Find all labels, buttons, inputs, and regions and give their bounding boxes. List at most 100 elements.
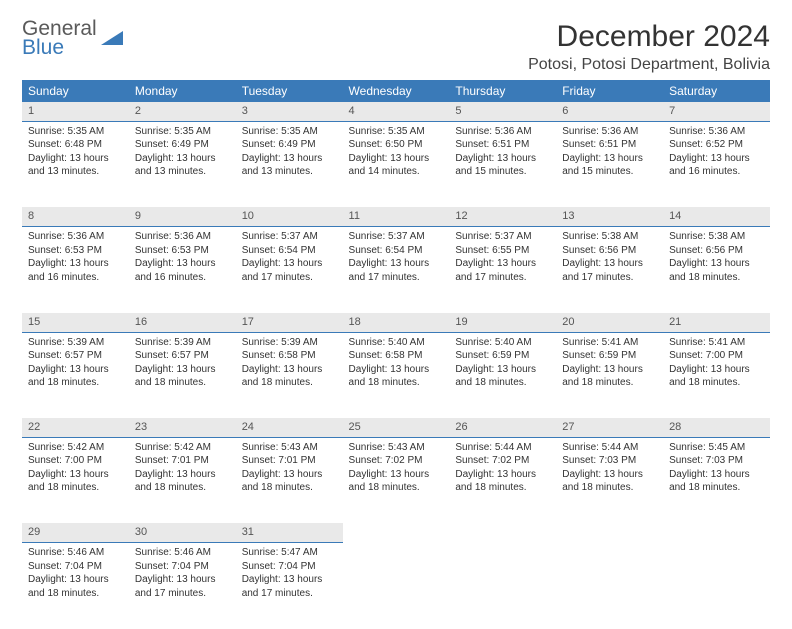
sunrise-text: Sunrise: 5:41 AM [669, 336, 764, 350]
sunrise-text: Sunrise: 5:47 AM [242, 546, 337, 560]
day-header: Monday [129, 80, 236, 102]
daylight-text: Daylight: 13 hours [28, 152, 123, 166]
daylight-text: Daylight: 13 hours [349, 468, 444, 482]
daylight-text: and 16 minutes. [669, 165, 764, 179]
day-number: 6 [556, 102, 663, 121]
daylight-text: and 18 minutes. [242, 376, 337, 390]
daylight-text: Daylight: 13 hours [455, 468, 550, 482]
sunset-text: Sunset: 7:03 PM [669, 454, 764, 468]
day-cell: Sunrise: 5:40 AMSunset: 6:59 PMDaylight:… [449, 332, 556, 418]
day-cell: Sunrise: 5:35 AMSunset: 6:49 PMDaylight:… [236, 121, 343, 207]
day-cell: Sunrise: 5:38 AMSunset: 6:56 PMDaylight:… [556, 227, 663, 313]
daylight-text: Daylight: 13 hours [135, 257, 230, 271]
sunrise-text: Sunrise: 5:35 AM [242, 125, 337, 139]
logo: General Blue [22, 20, 123, 58]
day-cell: Sunrise: 5:36 AMSunset: 6:51 PMDaylight:… [449, 121, 556, 207]
sunrise-text: Sunrise: 5:45 AM [669, 441, 764, 455]
sunrise-text: Sunrise: 5:36 AM [28, 230, 123, 244]
day-number [343, 523, 450, 542]
daylight-text: Daylight: 13 hours [669, 152, 764, 166]
day-number: 13 [556, 207, 663, 226]
day-number: 7 [663, 102, 770, 121]
sunset-text: Sunset: 7:01 PM [135, 454, 230, 468]
day-number: 18 [343, 313, 450, 332]
daylight-text: Daylight: 13 hours [242, 363, 337, 377]
day-cell: Sunrise: 5:44 AMSunset: 7:02 PMDaylight:… [449, 437, 556, 523]
sunrise-text: Sunrise: 5:38 AM [562, 230, 657, 244]
daylight-text: Daylight: 13 hours [135, 573, 230, 587]
day-number-row: 293031 [22, 523, 770, 542]
daylight-text: Daylight: 13 hours [28, 257, 123, 271]
day-number: 12 [449, 207, 556, 226]
day-number: 23 [129, 418, 236, 437]
day-cell: Sunrise: 5:47 AMSunset: 7:04 PMDaylight:… [236, 543, 343, 629]
sunset-text: Sunset: 7:03 PM [562, 454, 657, 468]
daylight-text: and 13 minutes. [28, 165, 123, 179]
sunset-text: Sunset: 6:56 PM [562, 244, 657, 258]
daylight-text: and 14 minutes. [349, 165, 444, 179]
daylight-text: Daylight: 13 hours [349, 152, 444, 166]
daylight-text: and 13 minutes. [135, 165, 230, 179]
daylight-text: Daylight: 13 hours [28, 468, 123, 482]
sunset-text: Sunset: 7:01 PM [242, 454, 337, 468]
daylight-text: Daylight: 13 hours [242, 257, 337, 271]
daylight-text: and 18 minutes. [562, 376, 657, 390]
daylight-text: Daylight: 13 hours [562, 257, 657, 271]
daylight-text: and 18 minutes. [135, 376, 230, 390]
daylight-text: and 17 minutes. [242, 587, 337, 601]
daylight-text: and 16 minutes. [28, 271, 123, 285]
day-cell: Sunrise: 5:36 AMSunset: 6:52 PMDaylight:… [663, 121, 770, 207]
sunrise-text: Sunrise: 5:37 AM [349, 230, 444, 244]
daylight-text: Daylight: 13 hours [669, 363, 764, 377]
sunrise-text: Sunrise: 5:37 AM [455, 230, 550, 244]
daylight-text: and 18 minutes. [562, 481, 657, 495]
day-cell: Sunrise: 5:37 AMSunset: 6:54 PMDaylight:… [343, 227, 450, 313]
sunrise-text: Sunrise: 5:40 AM [349, 336, 444, 350]
daylight-text: and 17 minutes. [135, 587, 230, 601]
day-number: 26 [449, 418, 556, 437]
sunrise-text: Sunrise: 5:39 AM [135, 336, 230, 350]
day-cell [556, 543, 663, 629]
day-cell: Sunrise: 5:35 AMSunset: 6:50 PMDaylight:… [343, 121, 450, 207]
sunset-text: Sunset: 6:53 PM [135, 244, 230, 258]
sunset-text: Sunset: 6:54 PM [349, 244, 444, 258]
daylight-text: Daylight: 13 hours [455, 363, 550, 377]
daylight-text: and 18 minutes. [28, 587, 123, 601]
day-cell: Sunrise: 5:36 AMSunset: 6:53 PMDaylight:… [22, 227, 129, 313]
day-number: 20 [556, 313, 663, 332]
sunrise-text: Sunrise: 5:43 AM [349, 441, 444, 455]
daylight-text: Daylight: 13 hours [135, 363, 230, 377]
day-header-row: Sunday Monday Tuesday Wednesday Thursday… [22, 80, 770, 102]
daylight-text: Daylight: 13 hours [135, 152, 230, 166]
day-number [449, 523, 556, 542]
sunrise-text: Sunrise: 5:36 AM [135, 230, 230, 244]
day-number: 4 [343, 102, 450, 121]
sunset-text: Sunset: 6:48 PM [28, 138, 123, 152]
day-number: 3 [236, 102, 343, 121]
daylight-text: Daylight: 13 hours [242, 152, 337, 166]
sunset-text: Sunset: 6:53 PM [28, 244, 123, 258]
day-number: 25 [343, 418, 450, 437]
sunset-text: Sunset: 7:04 PM [135, 560, 230, 574]
day-cell: Sunrise: 5:35 AMSunset: 6:49 PMDaylight:… [129, 121, 236, 207]
daylight-text: Daylight: 13 hours [669, 468, 764, 482]
daylight-text: and 13 minutes. [242, 165, 337, 179]
sunset-text: Sunset: 6:59 PM [562, 349, 657, 363]
header: General Blue December 2024 Potosi, Potos… [22, 20, 770, 74]
day-number: 21 [663, 313, 770, 332]
sunset-text: Sunset: 7:00 PM [669, 349, 764, 363]
week-row: Sunrise: 5:46 AMSunset: 7:04 PMDaylight:… [22, 543, 770, 629]
day-header: Thursday [449, 80, 556, 102]
daylight-text: Daylight: 13 hours [242, 573, 337, 587]
sunrise-text: Sunrise: 5:39 AM [242, 336, 337, 350]
day-number: 9 [129, 207, 236, 226]
logo-text: General Blue [22, 20, 97, 58]
sunset-text: Sunset: 6:50 PM [349, 138, 444, 152]
sunrise-text: Sunrise: 5:35 AM [28, 125, 123, 139]
sunset-text: Sunset: 6:55 PM [455, 244, 550, 258]
sunrise-text: Sunrise: 5:39 AM [28, 336, 123, 350]
daylight-text: Daylight: 13 hours [455, 257, 550, 271]
day-number: 10 [236, 207, 343, 226]
sunrise-text: Sunrise: 5:38 AM [669, 230, 764, 244]
sunrise-text: Sunrise: 5:44 AM [455, 441, 550, 455]
